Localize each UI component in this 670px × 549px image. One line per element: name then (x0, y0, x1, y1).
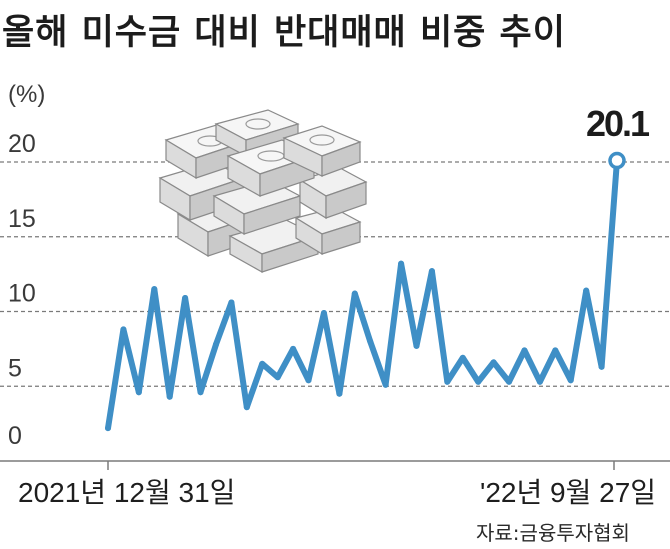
data-point (490, 359, 497, 366)
data-point (336, 390, 343, 397)
chart-title: 올해 미수금 대비 반대매매 비중 추이 (2, 13, 566, 53)
banknote-bundle (214, 109, 300, 157)
banknote-bundle (282, 125, 362, 177)
peak-value-label: 20.1 (586, 103, 650, 144)
data-point (105, 425, 111, 432)
data-point (212, 341, 219, 348)
data-point (398, 260, 405, 267)
data-point (428, 268, 435, 275)
data-point (351, 290, 358, 297)
data-point (475, 378, 482, 385)
data-point (320, 309, 327, 316)
data-point (243, 404, 250, 411)
data-point (367, 338, 374, 345)
data-point (305, 377, 312, 384)
banknote-bundle (298, 167, 368, 220)
x-end-label: '22년 9월 27일 (480, 477, 656, 508)
banknote-bundle (158, 161, 246, 222)
source-note: 자료:금융투자협회 (476, 521, 630, 545)
y-tick-label: 0 (8, 422, 22, 450)
y-tick-label: 10 (8, 280, 36, 308)
data-point (552, 347, 559, 354)
data-point (197, 389, 204, 396)
y-tick-label: 5 (8, 354, 22, 382)
data-point (166, 393, 173, 400)
y-tick-label: 15 (8, 205, 36, 233)
data-point (228, 299, 235, 306)
data-point (459, 354, 466, 361)
data-point (413, 342, 420, 349)
data-point (521, 347, 528, 354)
data-point (259, 360, 266, 367)
y-unit-label: (%) (8, 81, 45, 108)
data-point (120, 326, 127, 333)
data-point (182, 295, 189, 302)
series-line (105, 157, 620, 432)
data-point (567, 377, 574, 384)
data-point (506, 378, 513, 385)
data-point (536, 378, 543, 385)
data-point (382, 381, 389, 388)
data-point (151, 286, 158, 293)
data-point (290, 345, 297, 352)
series-line-group (105, 151, 626, 432)
x-start-label: 2021년 12월 31일 (18, 477, 235, 508)
last-data-point-marker (608, 151, 626, 170)
data-point (598, 363, 605, 370)
data-point (274, 374, 281, 381)
data-point (135, 389, 142, 396)
y-tick-labels: 0 5 10 15 20 (8, 130, 36, 450)
data-point (444, 378, 451, 385)
y-tick-label: 20 (8, 130, 36, 158)
banknote-stack-illustration (158, 109, 368, 274)
data-point (583, 287, 590, 294)
